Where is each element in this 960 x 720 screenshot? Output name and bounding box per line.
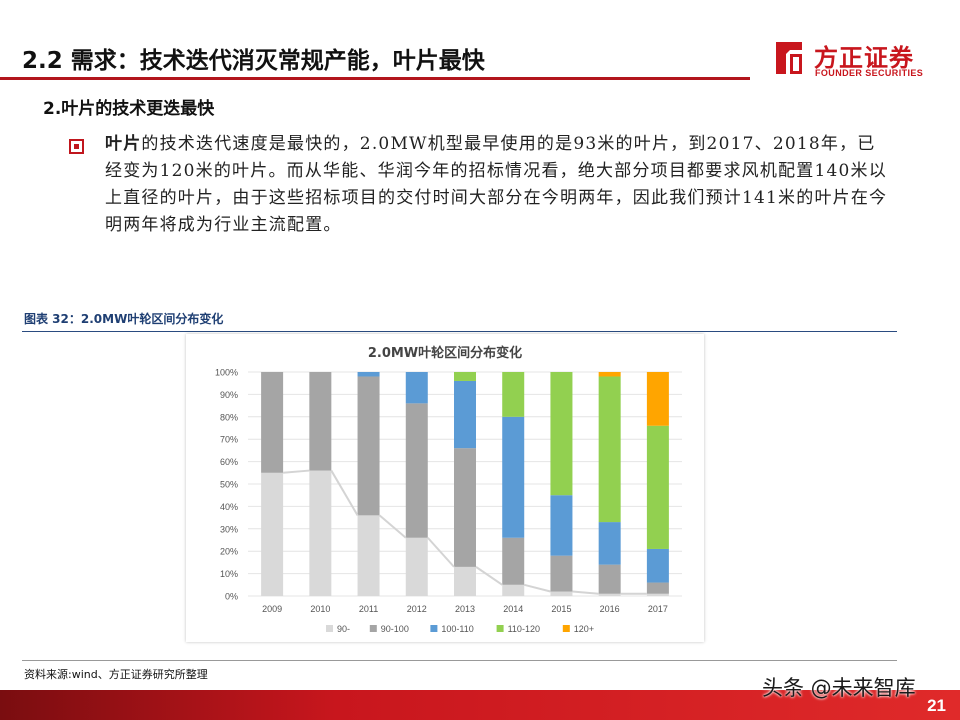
figure-rule [22,331,897,332]
connector-line [283,469,310,474]
legend-swatch [326,625,333,632]
chart-frame: 2.0MW叶轮区间分布变化 0% 10% 20% 30% 40% 50% 60% 70% 80%… [186,334,704,642]
bar-segment [357,372,380,377]
bar-segment [502,416,525,538]
bar-segment [502,584,525,596]
bar-segment [454,448,476,567]
bar-segment [454,566,476,596]
bar-segment [598,564,621,594]
x-tick-label: 2014 [503,604,523,614]
source-note: 资料来源:wind、方正证券研究所整理 [24,668,208,681]
legend-label: 90- [337,624,350,634]
bar-segment [598,522,621,565]
bar-segment [405,537,428,596]
y-tick-label: 10% [220,569,238,579]
x-tick-label: 2010 [310,604,330,614]
connector-line [572,590,599,595]
connector-line [475,566,503,586]
y-tick-label: 0% [225,592,238,602]
bar-segment [357,515,380,596]
page-number: 21 [927,696,946,715]
bar-segment [550,555,573,592]
bar-segment [502,372,525,417]
founder-logo-icon [776,42,802,74]
bar-segment [405,403,428,538]
bar-segment [454,372,476,381]
x-tick-label: 2009 [262,604,282,614]
legend-label: 110-120 [508,624,540,634]
page-title: 2.2 需求：技术迭代消灭常规产能，叶片最快 [22,48,485,74]
bar-segment [261,472,284,596]
connector-line [523,583,551,593]
bar-segment [598,372,621,377]
logo-english-text: FOUNDER SECURITIES [815,68,924,78]
bar-segment [646,425,669,549]
x-tick-label: 2016 [600,604,620,614]
bar-segment [550,495,573,556]
source-rule [22,660,897,661]
bar-segment [405,372,428,404]
x-tick-label: 2013 [455,604,475,614]
bullet-square-icon [69,139,84,154]
paragraph-bold-term: 叶片 [105,134,142,154]
stacked-bar-chart: 0% 10% 20% 30% 40% 50% 60% 70% 80% 90% 100% 2009 201… [215,368,682,634]
y-tick-label: 70% [220,435,238,445]
y-tick-label: 30% [220,524,238,534]
y-tick-label: 100% [215,368,238,378]
footer-band [0,690,960,720]
legend-swatch [369,625,377,632]
bar-segment [357,376,380,516]
connector-line [427,537,455,568]
x-tick-label: 2011 [359,604,378,614]
x-tick-label: 2017 [648,604,668,614]
logo-chinese-text: 方正证券 [814,44,914,72]
section-subtitle: 2.叶片的技术更迭最快 [43,99,215,119]
y-tick-label: 60% [220,457,238,467]
company-logo: 方正证券 FOUNDER SECURITIES [768,36,938,84]
bar-segment [454,380,476,449]
y-tick-label: 20% [220,547,238,557]
figure-label: 图表 32：2.0MW叶轮区间分布变化 [24,312,224,326]
connector-line [378,514,407,539]
legend-swatch [496,625,504,632]
title-underline [0,77,750,80]
bar-segment [309,470,332,596]
bar-segment [646,582,669,594]
x-tick-label: 2015 [551,604,571,614]
legend-swatch [430,625,438,632]
bar-segment [261,372,284,473]
connector-line [330,470,359,516]
y-tick-label: 50% [220,480,238,490]
body-paragraph: 叶片的技术迭代速度是最快的，2.0MW机型最早使用的是93米的叶片，到2017、… [105,131,890,239]
y-tick-label: 80% [220,412,238,422]
watermark-text: 头条 @未来智库 [762,676,916,700]
legend-swatch [562,625,570,632]
chart-title: 2.0MW叶轮区间分布变化 [367,346,523,361]
y-tick-label: 90% [220,390,238,400]
x-tick-label: 2012 [407,604,427,614]
bar-segment [502,537,525,585]
legend-label: 120+ [574,624,594,634]
bar-segment [646,372,669,426]
bar-segment [550,372,573,496]
paragraph-text: 的技术迭代速度是最快的，2.0MW机型最早使用的是93米的叶片，到2017、20… [105,134,888,235]
bar-segment [646,548,669,583]
y-tick-label: 40% [220,502,238,512]
bar-segment [309,372,332,471]
legend-label: 100-110 [441,624,473,634]
bar-segment [598,376,621,523]
legend-label: 90-100 [381,624,409,634]
bar-segment [646,593,669,596]
bar-segment [550,591,573,596]
bar-segment [598,593,621,596]
